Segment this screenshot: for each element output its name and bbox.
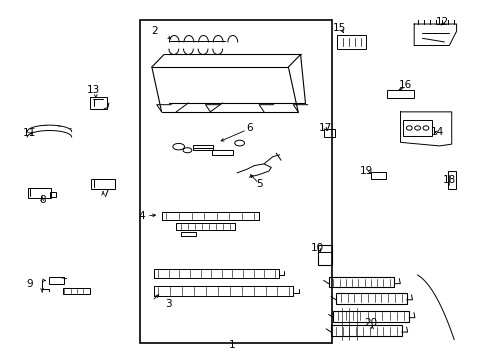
Text: 18: 18 xyxy=(442,175,455,185)
Bar xyxy=(328,277,394,287)
Text: 9: 9 xyxy=(26,279,33,289)
Text: 2: 2 xyxy=(151,26,157,36)
Text: 13: 13 xyxy=(86,85,100,95)
Bar xyxy=(370,172,385,179)
Text: 7: 7 xyxy=(102,189,109,199)
Bar xyxy=(63,288,89,294)
Bar xyxy=(91,179,115,189)
Bar xyxy=(447,171,455,189)
Text: 1: 1 xyxy=(228,340,235,350)
Bar xyxy=(324,129,334,136)
Text: 8: 8 xyxy=(39,195,45,205)
Text: 19: 19 xyxy=(359,166,372,176)
Bar xyxy=(192,145,213,150)
Bar xyxy=(402,120,431,136)
Text: 17: 17 xyxy=(318,123,331,133)
Bar xyxy=(28,188,51,198)
Text: 10: 10 xyxy=(310,243,324,253)
Bar xyxy=(140,21,331,343)
Bar xyxy=(89,96,106,109)
Text: 20: 20 xyxy=(364,319,377,328)
Bar xyxy=(336,35,366,49)
Bar xyxy=(333,311,408,321)
Text: 3: 3 xyxy=(165,299,172,309)
Text: 4: 4 xyxy=(139,211,145,221)
Text: 6: 6 xyxy=(245,123,252,133)
Bar xyxy=(49,277,64,284)
Text: 14: 14 xyxy=(429,127,443,136)
Bar xyxy=(386,90,413,98)
Text: 5: 5 xyxy=(255,179,262,189)
Text: 15: 15 xyxy=(332,23,346,33)
Bar xyxy=(330,325,401,336)
Text: 12: 12 xyxy=(434,17,447,27)
Text: 16: 16 xyxy=(398,80,411,90)
Text: 11: 11 xyxy=(22,129,36,138)
Bar xyxy=(50,192,56,197)
Bar xyxy=(317,246,331,265)
Bar xyxy=(212,150,232,155)
Bar xyxy=(181,231,195,236)
Bar xyxy=(335,293,406,304)
